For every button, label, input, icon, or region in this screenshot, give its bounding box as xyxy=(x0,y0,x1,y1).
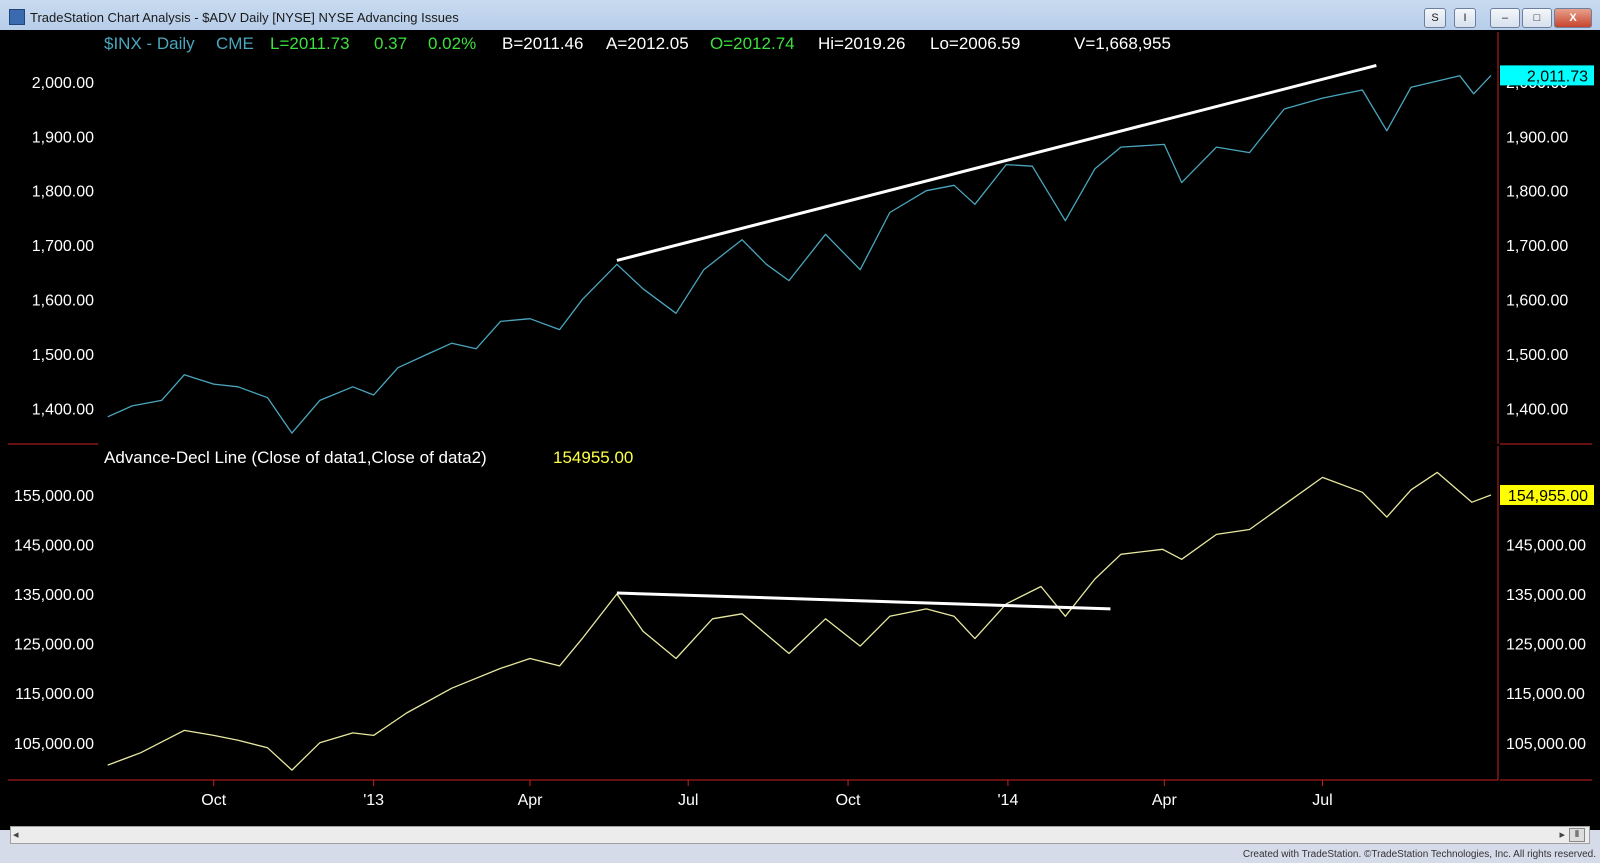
price-trendline xyxy=(616,63,1377,262)
low-price: Lo=2006.59 xyxy=(930,34,1020,53)
adl-y-tick-right: 105,000.00 xyxy=(1506,736,1586,753)
open-price: O=2012.74 xyxy=(710,34,795,53)
x-tick-label: '14 xyxy=(998,792,1019,809)
x-tick-label: Jul xyxy=(1312,792,1332,809)
adl-trendline xyxy=(616,591,1111,611)
adl-y-tick-right: 115,000.00 xyxy=(1506,686,1585,703)
price-y-tick-right: 1,900.00 xyxy=(1506,129,1568,146)
price-y-tick-left: 1,700.00 xyxy=(32,238,94,255)
price-y-tick-right: 1,800.00 xyxy=(1506,184,1568,201)
adl-y-tick-left: 155,000.00 xyxy=(14,488,94,505)
maximize-button[interactable]: □ xyxy=(1522,8,1552,28)
footer-credit: Created with TradeStation. ©TradeStation… xyxy=(1242,849,1596,860)
adl-y-tick-left: 145,000.00 xyxy=(14,537,94,554)
horizontal-scrollbar[interactable]: ◂ ▸ ⦀ xyxy=(10,826,1590,844)
x-tick-label: '13 xyxy=(363,792,384,809)
price-y-tick-left: 1,800.00 xyxy=(32,184,94,201)
price-y-tick-right: 1,700.00 xyxy=(1506,238,1568,255)
price-y-tick-right: 1,600.00 xyxy=(1506,293,1568,310)
price-y-tick-right: 1,500.00 xyxy=(1506,347,1568,364)
minimize-button[interactable]: – xyxy=(1490,8,1520,28)
adl-y-tick-left: 125,000.00 xyxy=(14,637,94,654)
adl-y-tick-left: 115,000.00 xyxy=(15,686,94,703)
price-last-value-tag xyxy=(1500,65,1594,86)
high-price: Hi=2019.26 xyxy=(818,34,905,53)
price-header: $INX - Daily CME L=2011.73 0.37 0.02% B=… xyxy=(104,34,1171,53)
price-series-line xyxy=(107,74,1492,434)
price-last-value-tag-text: 2,011.73 xyxy=(1527,68,1588,85)
price-y-tick-left: 1,900.00 xyxy=(32,129,94,146)
price-y-tick-left: 1,600.00 xyxy=(32,293,94,310)
adl-y-tick-right: 145,000.00 xyxy=(1506,537,1586,554)
price-y-tick-right: 1,400.00 xyxy=(1506,402,1568,419)
info-button[interactable]: I xyxy=(1454,8,1476,28)
adl-y-tick-left: 135,000.00 xyxy=(14,587,94,604)
adl-y-tick-right: 135,000.00 xyxy=(1506,587,1586,604)
ask-price: A=2012.05 xyxy=(606,34,689,53)
price-y-tick-left: 1,500.00 xyxy=(32,347,94,364)
exchange-label: CME xyxy=(216,34,254,53)
adl-y-tick-left: 105,000.00 xyxy=(14,736,94,753)
last-price: L=2011.73 xyxy=(270,34,350,53)
adl-y-tick-right: 125,000.00 xyxy=(1506,637,1586,654)
scroll-grip-icon[interactable]: ⦀ xyxy=(1569,828,1585,842)
symbol-link-button[interactable]: S xyxy=(1424,8,1446,28)
scroll-right-arrow-icon[interactable]: ▸ xyxy=(1559,829,1565,841)
x-tick-label: Oct xyxy=(836,792,861,809)
adl-header-value: 154955.00 xyxy=(553,448,633,467)
close-button[interactable]: X xyxy=(1554,8,1592,28)
adl-series-line xyxy=(107,471,1492,771)
adl-last-value-tag-text: 154,955.00 xyxy=(1508,488,1588,505)
chart-area[interactable]: $INX - Daily CME L=2011.73 0.37 0.02% B=… xyxy=(0,30,1600,830)
volume: V=1,668,955 xyxy=(1074,34,1171,53)
adl-last-value-tag xyxy=(1500,484,1594,505)
x-tick-label: Apr xyxy=(518,792,544,809)
x-tick-label: Jul xyxy=(678,792,698,809)
window-titlebar: TradeStation Chart Analysis - $ADV Daily… xyxy=(0,0,1600,34)
adl-header-label: Advance-Decl Line (Close of data1,Close … xyxy=(104,448,487,467)
net-change: 0.37 xyxy=(374,34,407,53)
price-y-tick-left: 2,000.00 xyxy=(32,75,94,92)
app-icon xyxy=(9,9,25,25)
window-title: TradeStation Chart Analysis - $ADV Daily… xyxy=(30,10,459,25)
scroll-left-arrow-icon[interactable]: ◂ xyxy=(13,829,19,841)
chart-canvas: $INX - Daily CME L=2011.73 0.37 0.02% B=… xyxy=(8,32,1594,809)
bid-price: B=2011.46 xyxy=(502,34,583,53)
price-y-tick-left: 1,400.00 xyxy=(32,402,94,419)
pct-change: 0.02% xyxy=(428,34,476,53)
x-tick-label: Oct xyxy=(201,792,226,809)
symbol-label: $INX - Daily xyxy=(104,34,195,53)
x-tick-label: Apr xyxy=(1152,792,1178,809)
